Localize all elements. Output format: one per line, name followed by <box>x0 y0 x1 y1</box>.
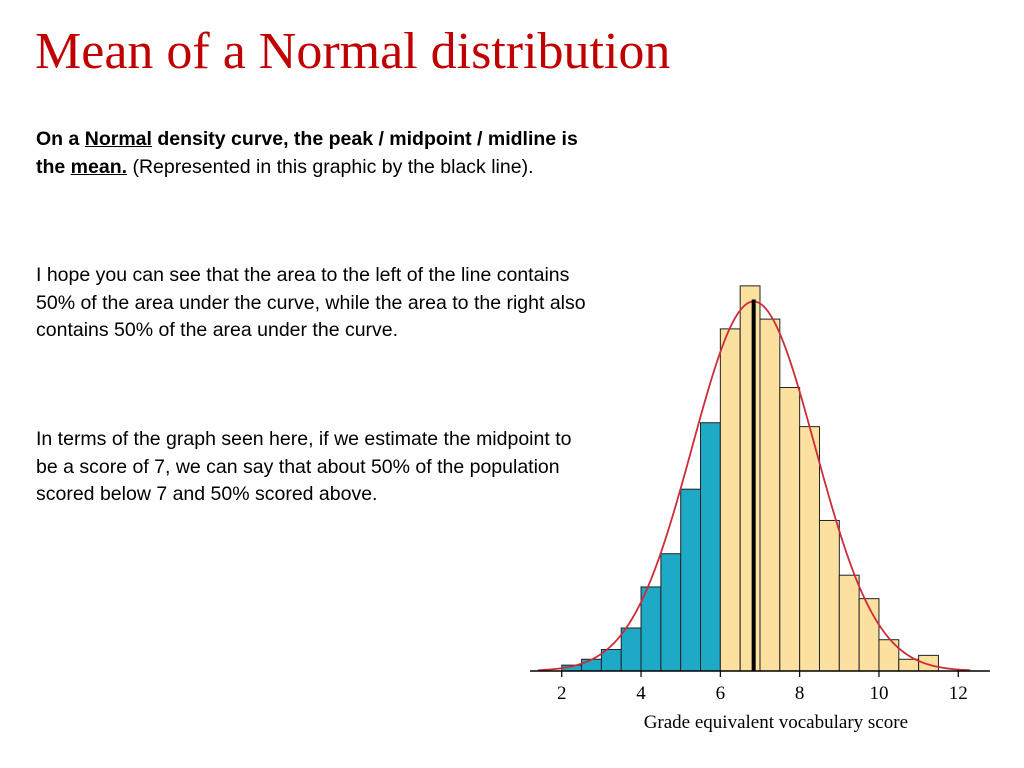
histogram-bar <box>620 627 642 672</box>
x-tick-label: 6 <box>716 683 726 704</box>
p1-rest: (Represented in this graphic by the blac… <box>127 155 534 178</box>
x-tick-label: 4 <box>636 683 646 704</box>
p1-bold-density: density curve, the peak / midpoint / mid… <box>36 128 578 178</box>
p1-bold-on-a: On a <box>36 128 85 150</box>
slide-title: Mean of a Normal distribution <box>35 23 671 80</box>
histogram-bar <box>799 426 820 672</box>
paragraph-midpoint-estimate: In terms of the graph seen here, if we e… <box>36 428 572 505</box>
histogram-bar <box>660 553 682 672</box>
histogram-bar <box>759 318 781 672</box>
histogram-bar <box>898 658 920 672</box>
histogram-bar <box>739 285 761 672</box>
histogram-bar <box>700 422 721 672</box>
histogram-bar <box>719 328 741 672</box>
x-ticks: 2 4 6 8 10 12 <box>557 671 968 704</box>
histogram-chart: 2 4 6 8 10 12 Grade equivalent vocabulary sco… <box>525 270 995 740</box>
x-tick-label: 2 <box>557 683 567 704</box>
x-tick-label: 10 <box>869 683 888 704</box>
paragraph-area-halves: I hope you can see that the area to the … <box>36 264 586 341</box>
p1-mean-word: mean. <box>70 155 128 178</box>
histogram-bar <box>918 654 939 672</box>
histogram-bar <box>581 658 602 672</box>
x-tick-label: 8 <box>795 683 805 704</box>
bars-layer <box>561 285 939 672</box>
histogram-bar <box>779 387 801 672</box>
p1-normal-word: Normal <box>84 128 152 150</box>
histogram-svg: 2 4 6 8 10 12 Grade equivalent vocabulary sco… <box>530 285 990 733</box>
paragraph-normal-mean: On a Normal density curve, the peak / mi… <box>36 126 596 181</box>
x-axis-title: Grade equivalent vocabulary score <box>644 712 908 733</box>
histogram-bar <box>838 574 860 672</box>
histogram-bar <box>640 586 662 672</box>
histogram-bar <box>680 488 702 672</box>
histogram-bar <box>818 519 840 672</box>
x-tick-label: 12 <box>949 683 968 704</box>
